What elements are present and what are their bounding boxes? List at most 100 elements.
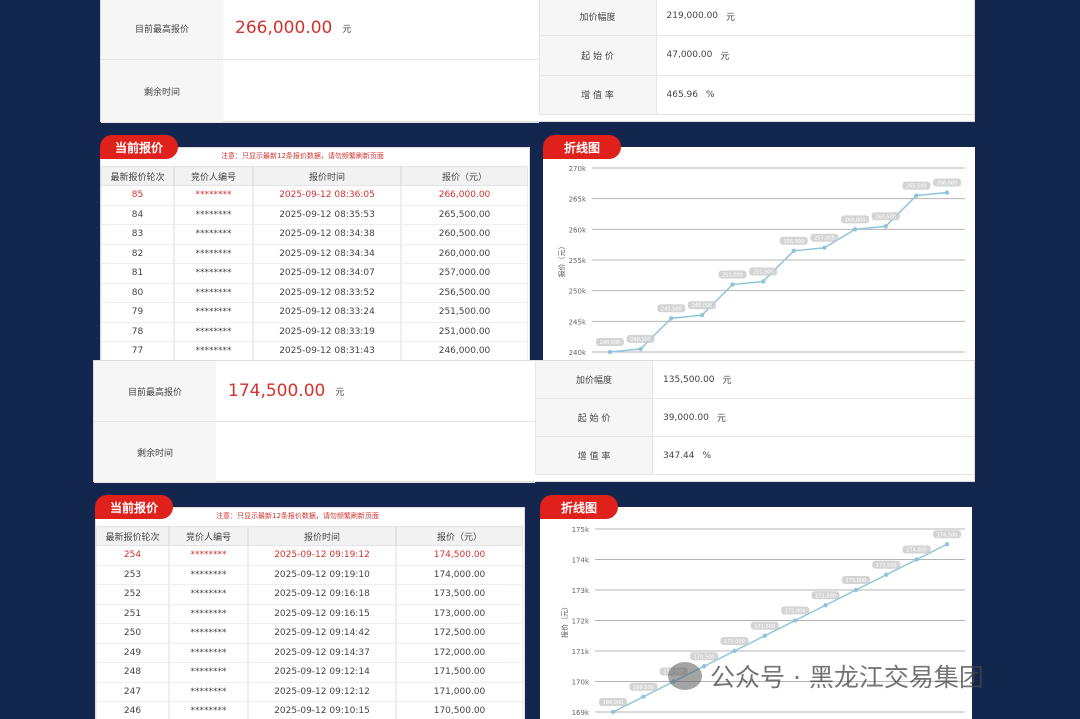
table-cell: 170,500.00 [396, 702, 523, 719]
info-label: 增 值 率 [538, 75, 657, 115]
table-cell: 248 [96, 663, 169, 683]
table-cell: 172,500.00 [396, 624, 523, 644]
info-value: 47,000.00 元 [656, 36, 974, 76]
table-cell: 246 [96, 702, 169, 719]
price-line [609, 191, 948, 353]
table-cell: 78 [101, 322, 174, 342]
table-cell: ******** [174, 264, 253, 284]
y-axis-title: 报价（元） [560, 603, 569, 638]
data-point [641, 694, 646, 699]
label-bg [810, 233, 839, 242]
info-value: 39,000.00 [663, 412, 709, 423]
bid-table: 注意：只显示最新12条报价数据，请勿频繁刷新页面 最新报价轮次 竞价人编号 报价时间报… [95, 507, 525, 719]
label-bg [687, 301, 716, 310]
info-value: 174,500.00 元 [216, 361, 535, 422]
info-unit: 元 [716, 414, 726, 424]
data-point [669, 316, 674, 321]
data-label: 246,000 [692, 303, 713, 309]
table-cell: ******** [174, 225, 253, 245]
table-cell: 2025-09-12 08:34:07 [253, 264, 401, 284]
label-bg [596, 338, 624, 346]
data-label: 240,000 [600, 340, 621, 346]
table-cell: ******** [174, 342, 253, 362]
label-bg [781, 606, 810, 615]
tab: 折线图 [540, 495, 618, 519]
data-point [732, 648, 737, 654]
y-tick-label: 265k [569, 196, 587, 204]
table-cell: 83 [101, 225, 174, 245]
table-cell: 2025-09-12 09:12:14 [248, 663, 396, 683]
data-label: 265,500 [906, 184, 927, 190]
y-tick-label: 270k [569, 165, 587, 173]
info-unit: % [706, 89, 715, 100]
info-unit: % [702, 450, 712, 461]
column-header: 竞价人编号 [174, 166, 253, 186]
data-label: 169,000 [603, 700, 624, 706]
data-label: 174,500 [937, 532, 958, 538]
data-point [883, 224, 888, 229]
table-cell: 247 [96, 682, 169, 702]
watermark-icon [668, 662, 702, 690]
table-cell: ******** [169, 702, 248, 719]
label-bg [599, 698, 627, 706]
data-label: 251,000 [722, 273, 743, 279]
y-tick-label: 240k [569, 349, 587, 357]
info-value: 135,500.00 元 [653, 361, 974, 399]
info-label: 增 值 率 [535, 437, 653, 475]
data-point [701, 664, 707, 669]
label-bg [841, 576, 870, 584]
data-label: 245,500 [661, 306, 682, 312]
y-axis-title: 报价（元） [557, 243, 566, 278]
table-cell: 82 [101, 244, 174, 264]
info-unit: 元 [720, 51, 730, 62]
table-cell: ******** [174, 244, 253, 264]
table-cell: 266,000.00 [401, 186, 528, 206]
table-cell: 174,000.00 [396, 565, 523, 585]
line-chart: 169k 170k 171k 172k 173k 174k 175k 报价（元） 169,000… [560, 526, 965, 717]
data-label: 256,500 [783, 239, 804, 245]
table-cell: 84 [101, 205, 174, 225]
table-cell: 79 [101, 303, 174, 323]
label-bg [718, 270, 747, 279]
info-box: 目前最高报价 266,000.00 元剩余时间 加价幅度 219,000.00 元起 始 … [100, 0, 975, 123]
info-value [216, 422, 535, 483]
watermark-text: 公众号 · 黑龙江交易集团 [710, 663, 984, 692]
info-value [223, 60, 539, 123]
data-label: 260,000 [845, 217, 866, 223]
table-cell: 246,000.00 [401, 342, 528, 362]
data-point [944, 190, 950, 195]
info-value: 47,000.00 [666, 50, 713, 61]
data-point [607, 349, 613, 355]
table-cell: ******** [169, 663, 248, 683]
table-cell: ******** [169, 604, 248, 624]
table-cell: 2025-09-12 09:14:37 [248, 643, 396, 663]
column-header: 报价时间 [253, 166, 401, 186]
data-point [823, 603, 828, 608]
label-bg [626, 334, 655, 343]
table-cell: 2025-09-12 09:16:15 [248, 604, 396, 624]
data-point [822, 245, 827, 250]
info-label: 加价幅度 [538, 0, 657, 37]
label-bg [933, 530, 961, 539]
y-tick-label: 260k [569, 226, 587, 234]
data-point [638, 346, 643, 352]
data-label: 173,500 [876, 563, 897, 569]
data-label: 173,000 [846, 578, 867, 584]
table-cell: ******** [169, 585, 248, 605]
info-label: 剩余时间 [94, 422, 216, 483]
table-cell: 2025-09-12 09:10:15 [248, 702, 396, 719]
highest-price: 174,500.00 [228, 381, 326, 401]
info-value: 465.96 [666, 89, 699, 100]
y-tick-label: 175k [572, 526, 590, 534]
info-label: 剩余时间 [101, 60, 223, 123]
label-bg [902, 181, 931, 190]
y-tick-label: 170k [572, 679, 590, 687]
table-cell: 2025-09-12 09:14:42 [248, 624, 396, 644]
y-tick-label: 173k [572, 587, 590, 595]
table-cell: ******** [169, 546, 248, 566]
table-cell: ******** [174, 283, 253, 303]
column-header: 竞价人编号 [169, 526, 248, 546]
table-cell: ******** [169, 682, 248, 702]
table-cell: 2025-09-12 09:12:12 [248, 682, 396, 702]
